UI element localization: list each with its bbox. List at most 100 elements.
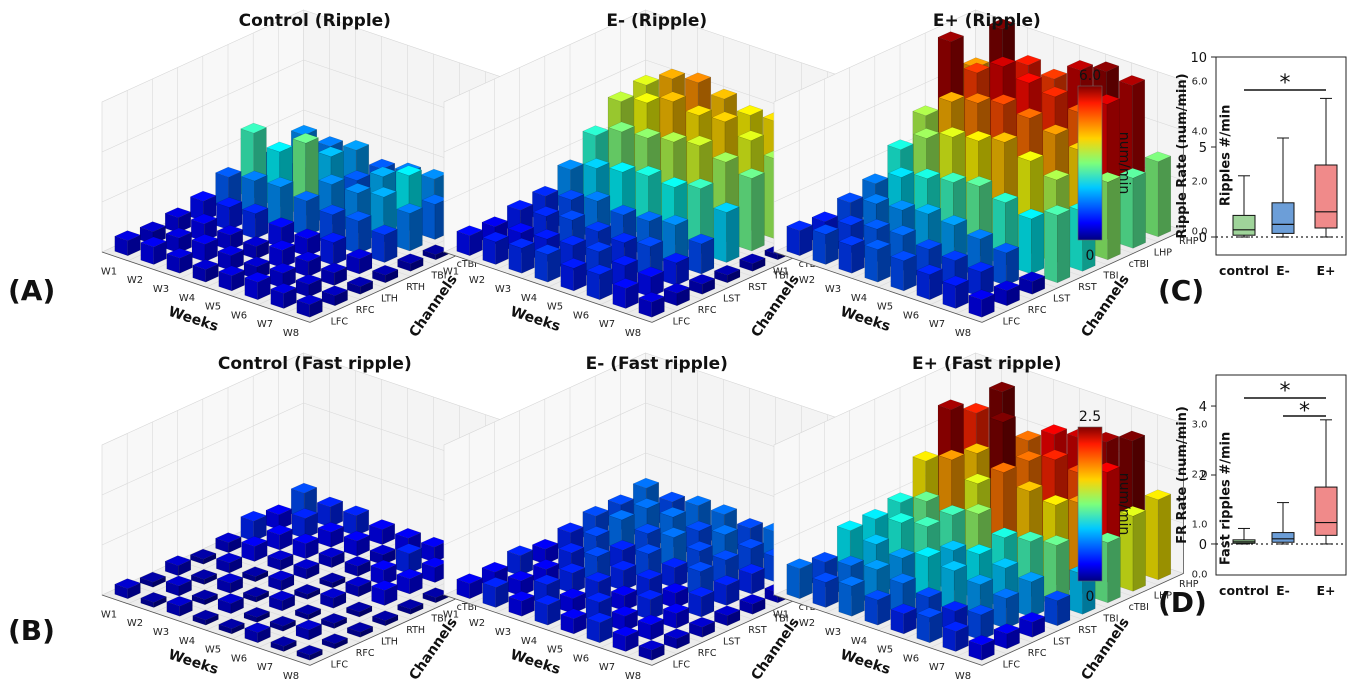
colorbar-gradient xyxy=(1077,85,1103,241)
bar-face xyxy=(370,559,397,571)
bar xyxy=(713,264,741,284)
bar xyxy=(192,259,219,283)
bar-face xyxy=(903,254,917,292)
channel-tick-label: RFC xyxy=(698,305,717,316)
bar-face xyxy=(710,88,738,100)
week-tick-label: W5 xyxy=(877,302,893,313)
bar-face xyxy=(838,575,865,587)
bar-face xyxy=(837,555,865,567)
bar xyxy=(165,575,193,597)
bar-face xyxy=(346,621,374,633)
bar-face xyxy=(114,230,141,241)
bar xyxy=(267,217,295,248)
bar xyxy=(293,190,320,237)
bar-face xyxy=(890,250,917,262)
bar-face xyxy=(190,569,218,580)
bar-face xyxy=(534,244,561,255)
bar-face xyxy=(612,278,639,289)
bar-face xyxy=(242,209,256,240)
bar-face xyxy=(737,130,765,141)
channel-tick-label: cTBI xyxy=(799,259,819,270)
channel-tick-label: RTH xyxy=(406,282,425,293)
z-tick-label: 1.0 xyxy=(1192,519,1208,530)
bar-face xyxy=(189,548,217,560)
week-tick-label: W3 xyxy=(495,284,511,295)
week-tick-label: W8 xyxy=(625,328,641,339)
panel-title: E- (Fast ripple) xyxy=(586,354,728,374)
bar-face xyxy=(863,559,891,571)
bar-face xyxy=(291,508,319,519)
week-tick-label: W7 xyxy=(929,662,945,673)
bar-face xyxy=(241,536,268,547)
bar xyxy=(321,285,349,307)
bar-face xyxy=(369,166,397,178)
bar-face xyxy=(661,214,689,226)
bar xyxy=(269,615,297,632)
bar xyxy=(369,544,397,566)
bar-face xyxy=(342,139,370,151)
bar-face xyxy=(1018,577,1032,618)
bar-face xyxy=(242,586,270,598)
bar-face xyxy=(686,541,713,552)
y-tick-label: 0 xyxy=(1199,538,1207,553)
bar-face xyxy=(632,477,660,489)
bar-face xyxy=(991,132,1018,143)
bar-face xyxy=(612,626,639,637)
bar-face xyxy=(1041,449,1069,461)
bar xyxy=(216,572,244,594)
bar xyxy=(244,622,271,644)
week-tick-label: W2 xyxy=(469,618,485,629)
bar-face xyxy=(215,552,243,564)
bar-face xyxy=(687,178,714,189)
bar-face xyxy=(293,228,321,240)
bar-face xyxy=(1042,124,1069,135)
channel-tick-label: TBI xyxy=(430,271,446,282)
bar-face xyxy=(663,258,677,286)
bar-face xyxy=(164,555,192,566)
bar-face xyxy=(877,243,891,283)
bar-face xyxy=(560,608,587,620)
week-tick-label: W6 xyxy=(231,310,247,321)
bar-face xyxy=(786,220,813,231)
bar-face xyxy=(345,601,373,613)
bar-face xyxy=(713,207,727,263)
bar-face xyxy=(966,228,994,240)
bar xyxy=(738,563,765,595)
panel-label: (C) xyxy=(1158,274,1204,307)
bar xyxy=(267,570,295,591)
bar xyxy=(215,552,243,574)
bar-face xyxy=(661,557,688,569)
bar-face xyxy=(940,560,968,572)
bar-face xyxy=(345,248,373,260)
bar-face xyxy=(559,588,587,599)
bar-face xyxy=(609,560,637,571)
channel-tick-label: LST xyxy=(1053,294,1070,305)
bar-face xyxy=(607,494,635,505)
bar-face xyxy=(710,504,738,515)
bar xyxy=(139,571,167,588)
week-tick-label: W5 xyxy=(547,302,563,313)
bar-face xyxy=(967,610,982,641)
bar xyxy=(1018,611,1046,638)
bar-face xyxy=(811,551,839,563)
bar-face xyxy=(531,538,559,550)
bar xyxy=(637,266,665,298)
bar-face xyxy=(688,239,702,275)
bar-face xyxy=(344,556,371,567)
bar-face xyxy=(662,603,690,614)
bar-face xyxy=(1041,86,1069,98)
bar-face xyxy=(711,524,739,536)
bar xyxy=(508,237,535,274)
bar-face xyxy=(889,225,917,236)
bar-face xyxy=(635,165,662,177)
week-tick-label: W4 xyxy=(179,293,195,304)
bar-face xyxy=(1017,571,1045,583)
bar-face xyxy=(913,128,940,139)
bar xyxy=(240,510,267,542)
bar-face xyxy=(701,237,715,275)
bar-face xyxy=(964,92,991,104)
bar xyxy=(942,621,969,652)
bar-face xyxy=(992,588,1020,599)
bar-face xyxy=(607,91,635,102)
